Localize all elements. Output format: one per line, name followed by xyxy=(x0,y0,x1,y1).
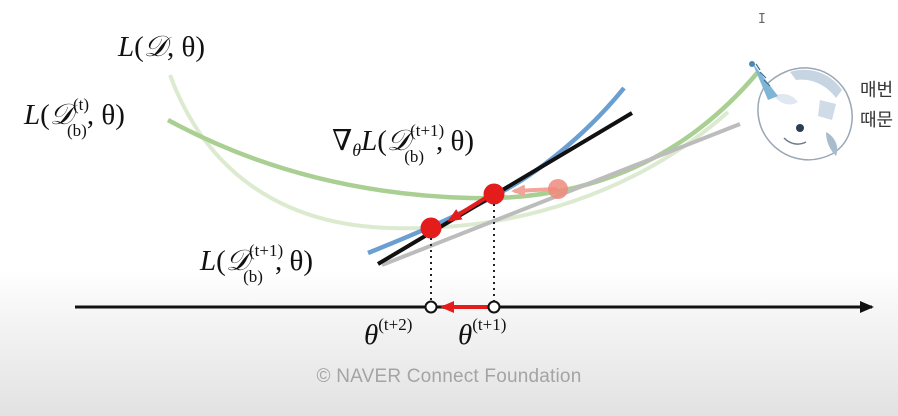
overlay-korean-text-2: 때문 xyxy=(860,110,894,131)
mascot-logo xyxy=(749,61,853,161)
footer-copyright: © NAVER Connect Foundation xyxy=(316,366,582,387)
text-cursor-icon: I xyxy=(758,12,766,27)
current-point xyxy=(483,183,505,205)
gradient-label: ∇θL(𝒟(t+1) (b), θ) xyxy=(332,121,474,166)
batch-t-loss-label: L(𝒟(t) (b), θ) xyxy=(23,95,125,140)
full-loss-label: L(𝒟, θ) xyxy=(117,31,205,63)
next-point xyxy=(420,217,442,239)
batch-t1-loss-label: L(𝒟(t+1) (b), θ) xyxy=(199,241,313,286)
previous-point xyxy=(548,179,568,199)
theta-t1-marker xyxy=(487,300,501,314)
overlay-korean-text-1: 매번 xyxy=(860,80,894,101)
gradient-tangent-line xyxy=(376,111,634,266)
batch-t-loss-curve xyxy=(166,70,760,201)
theta-t2-label: θ(t+2) xyxy=(364,315,412,351)
theta-t2-marker xyxy=(424,300,438,314)
theta-t1-label: θ(t+1) xyxy=(458,315,506,351)
full-loss-curve xyxy=(168,74,730,231)
